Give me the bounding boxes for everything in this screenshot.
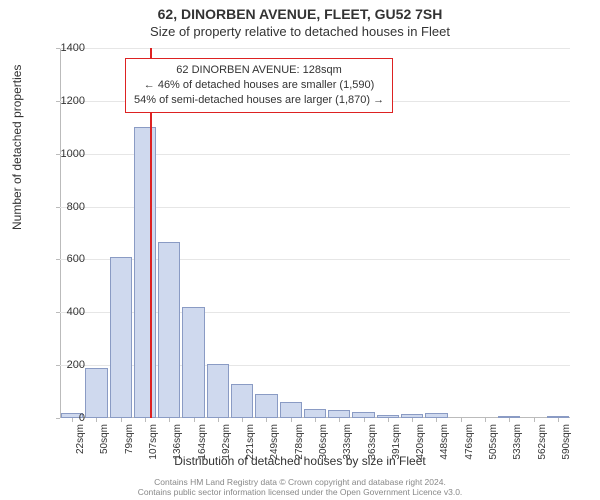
x-tick-label: 50sqm [99, 424, 110, 464]
histogram-bar [134, 127, 156, 418]
x-tick-mark [72, 418, 73, 422]
x-tick-mark [194, 418, 195, 422]
x-tick-mark [291, 418, 292, 422]
x-tick-label: 363sqm [367, 424, 378, 464]
x-tick-label: 221sqm [245, 424, 256, 464]
histogram-bar [231, 384, 253, 418]
x-tick-label: 533sqm [512, 424, 523, 464]
x-tick-mark [121, 418, 122, 422]
y-tick-label: 200 [45, 359, 85, 371]
x-tick-label: 476sqm [464, 424, 475, 464]
x-tick-mark [266, 418, 267, 422]
info-box: 62 DINORBEN AVENUE: 128sqm ← 46% of deta… [125, 58, 393, 113]
x-tick-mark [364, 418, 365, 422]
histogram-bar [304, 409, 326, 418]
histogram-bar [85, 368, 107, 418]
y-tick-label: 400 [45, 306, 85, 318]
x-tick-label: 107sqm [148, 424, 159, 464]
x-tick-label: 164sqm [197, 424, 208, 464]
x-tick-label: 192sqm [221, 424, 232, 464]
footer-line-2: Contains public sector information licen… [0, 487, 600, 498]
x-tick-label: 420sqm [415, 424, 426, 464]
x-tick-mark [339, 418, 340, 422]
y-tick-label: 800 [45, 201, 85, 213]
x-tick-mark [558, 418, 559, 422]
x-tick-mark [96, 418, 97, 422]
histogram-bar [207, 364, 229, 418]
x-tick-mark [388, 418, 389, 422]
x-tick-label: 505sqm [488, 424, 499, 464]
x-tick-mark [485, 418, 486, 422]
histogram-bar [182, 307, 204, 418]
info-line-3: 54% of semi-detached houses are larger (… [134, 93, 384, 108]
histogram-bar [328, 410, 350, 418]
x-tick-label: 22sqm [75, 424, 86, 464]
chart-container: 62, DINORBEN AVENUE, FLEET, GU52 7SH Siz… [0, 0, 600, 500]
x-tick-label: 136sqm [172, 424, 183, 464]
y-tick-label: 1000 [45, 148, 85, 160]
x-tick-mark [534, 418, 535, 422]
x-tick-label: 391sqm [391, 424, 402, 464]
y-tick-label: 0 [45, 412, 85, 424]
x-tick-label: 448sqm [439, 424, 450, 464]
x-tick-mark [509, 418, 510, 422]
x-tick-mark [218, 418, 219, 422]
y-axis-title: Number of detached properties [10, 65, 24, 230]
x-tick-label: 590sqm [561, 424, 572, 464]
x-tick-mark [145, 418, 146, 422]
x-tick-label: 278sqm [294, 424, 305, 464]
info-line-1: 62 DINORBEN AVENUE: 128sqm [134, 63, 384, 78]
x-tick-label: 249sqm [269, 424, 280, 464]
x-tick-label: 306sqm [318, 424, 329, 464]
y-tick-label: 1200 [45, 95, 85, 107]
x-tick-mark [242, 418, 243, 422]
x-tick-mark [436, 418, 437, 422]
x-tick-mark [169, 418, 170, 422]
footer: Contains HM Land Registry data © Crown c… [0, 477, 600, 498]
histogram-bar [280, 402, 302, 418]
y-gridline [60, 48, 570, 49]
histogram-bar [110, 257, 132, 418]
y-tick-label: 600 [45, 253, 85, 265]
footer-line-1: Contains HM Land Registry data © Crown c… [0, 477, 600, 488]
histogram-bar [158, 242, 180, 418]
x-tick-label: 562sqm [537, 424, 548, 464]
info-line-2: ← 46% of detached houses are smaller (1,… [134, 78, 384, 93]
histogram-bar [255, 394, 277, 418]
x-tick-mark [315, 418, 316, 422]
x-tick-label: 79sqm [124, 424, 135, 464]
x-tick-label: 333sqm [342, 424, 353, 464]
x-tick-mark [412, 418, 413, 422]
y-tick-label: 1400 [45, 42, 85, 54]
page-subtitle: Size of property relative to detached ho… [0, 24, 600, 39]
page-title: 62, DINORBEN AVENUE, FLEET, GU52 7SH [0, 0, 600, 22]
x-tick-mark [461, 418, 462, 422]
